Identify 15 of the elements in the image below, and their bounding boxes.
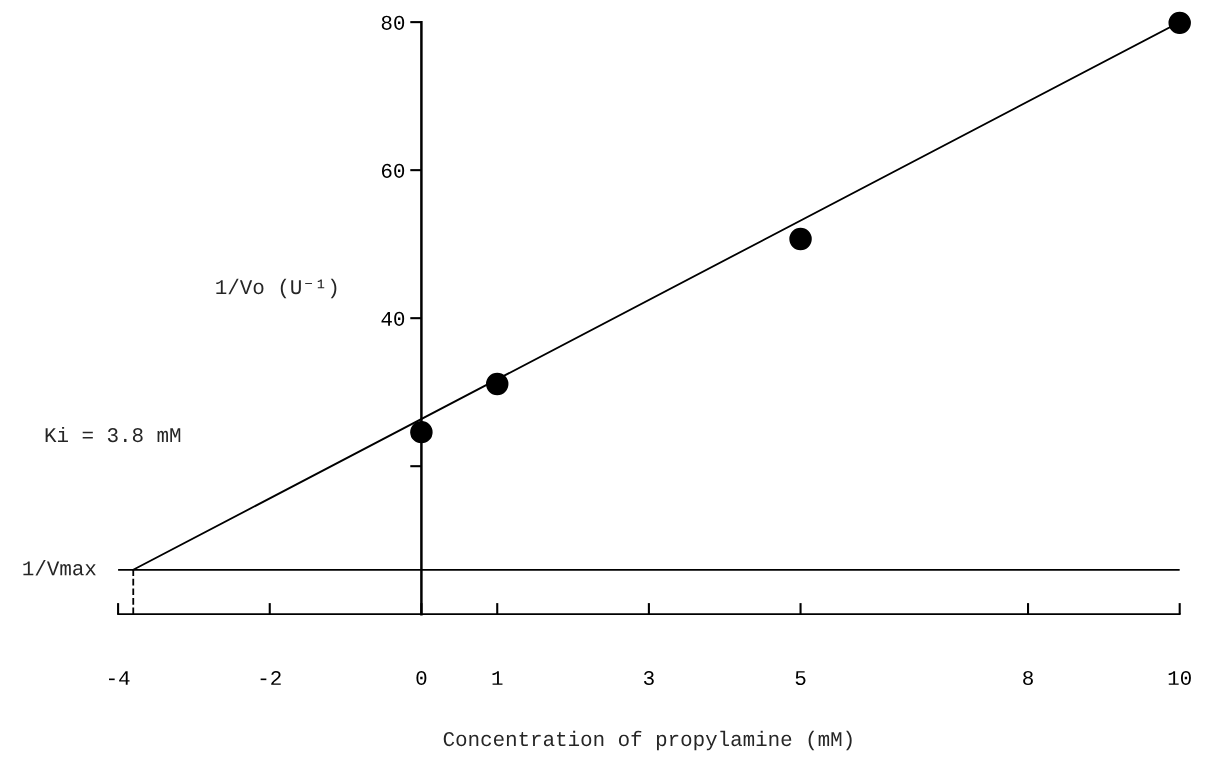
annotation: Ki = 3.8 mM <box>45 426 181 443</box>
y-tick-label: 40 <box>381 311 405 326</box>
x-tick-label: 0 <box>416 670 427 686</box>
y-axis-title: 1/Vo (U⁻¹) <box>216 278 337 299</box>
x-tick-label: 5 <box>795 671 806 686</box>
y-tick-label: 80 <box>381 15 405 30</box>
y-tick-label: 60 <box>381 163 405 178</box>
x-tick-label: 3 <box>643 670 654 686</box>
x-tick-label: 10 <box>1168 670 1191 686</box>
x-tick-label: 1 <box>492 671 503 685</box>
x-tick-label: -2 <box>260 670 281 685</box>
x-tick-label: 8 <box>1023 670 1033 686</box>
x-axis-title: Concentration of propylamine (mM) <box>443 730 852 751</box>
ref-line-label: 1/Vmax <box>23 560 96 576</box>
x-tick-label: -4 <box>108 671 130 685</box>
